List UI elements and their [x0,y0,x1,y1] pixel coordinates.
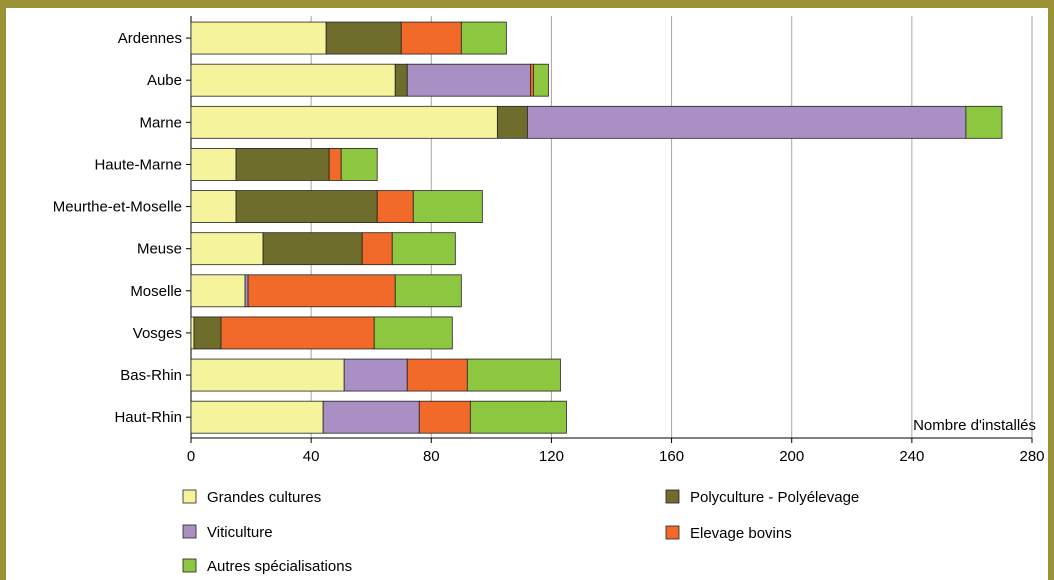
bar-segment [406,358,468,392]
bar-segment [328,148,342,181]
y-tick-label-meurthe-et-moselle: Meurthe-et-Moselle [53,199,182,216]
legend-swatch [182,489,197,504]
bar-segment [469,400,567,434]
y-tick-label-haute-marne: Haute-Marne [94,156,182,173]
frame-top-border [0,0,1054,8]
legend-swatch [182,524,197,539]
bar-segment [361,232,393,266]
bar-segment [190,63,396,97]
x-tick-label: 40 [303,448,320,465]
bar-segment [193,316,222,350]
y-tick-label-vosges: Vosges [133,325,182,342]
legend-label: Viticulture [207,524,273,541]
y-tick-label-haut-rhin: Haut-Rhin [114,409,182,426]
bar-segment [394,63,408,97]
frame-right-border [1048,0,1054,580]
x-tick-label: 0 [187,448,195,465]
bar-segment [965,105,1003,139]
legend-swatch [665,489,680,504]
y-tick-label-moselle: Moselle [130,283,182,300]
bar-segment [343,358,408,392]
bar-segment [190,358,345,392]
bar-segment [406,63,531,97]
x-tick-label: 240 [899,448,924,465]
bar-segment [190,190,237,223]
bar-segment [460,21,507,55]
x-tick-label: 120 [539,448,564,465]
bar-segment [220,316,375,350]
x-tick-label: 80 [423,448,440,465]
bar-segment [496,105,528,139]
y-tick-label-aube: Aube [147,72,182,89]
legend-label: Autres spécialisations [207,558,352,575]
bar-segment [373,316,453,350]
y-tick-label-ardennes: Ardennes [118,30,182,47]
bar-segment [394,274,462,308]
bar-segment [322,400,420,434]
bar-segment [466,358,561,392]
x-tick-label: 280 [1019,448,1044,465]
bar-segment [190,316,195,350]
bar-segment [235,148,330,181]
bar-segment [190,232,264,266]
bar-segment [190,400,324,434]
x-tick-label: 160 [659,448,684,465]
bar-segment [418,400,471,434]
bar-segment [190,105,498,139]
bar-segment [412,190,483,223]
y-tick-label-marne: Marne [139,114,182,131]
bar-segment [376,190,414,223]
bar-segment [530,63,534,97]
bar-segment [340,148,378,181]
legend-swatch [182,558,197,573]
legend-swatch [665,525,680,540]
bar-segment [325,21,402,55]
bar-segment [400,21,462,55]
bar-segment [190,148,237,181]
y-tick-label-bas-rhin: Bas-Rhin [120,367,182,384]
x-axis-label: Nombre d'installés [913,417,1036,434]
bar-segment [262,232,363,266]
bar-segment [235,190,378,223]
x-tick-label: 200 [779,448,804,465]
bar-segment [391,232,456,266]
bar-segment [190,274,246,308]
legend-label: Grandes cultures [207,489,321,506]
bar-segment [533,63,549,97]
bar-segment [247,274,396,308]
frame-left-border [0,0,6,580]
bar-segment [527,105,967,139]
y-tick-label-meuse: Meuse [137,241,182,258]
bar-segment [190,21,327,55]
legend-label: Elevage bovins [690,525,792,542]
bar-segment [244,274,249,308]
legend-label: Polyculture - Polyélevage [690,489,859,506]
